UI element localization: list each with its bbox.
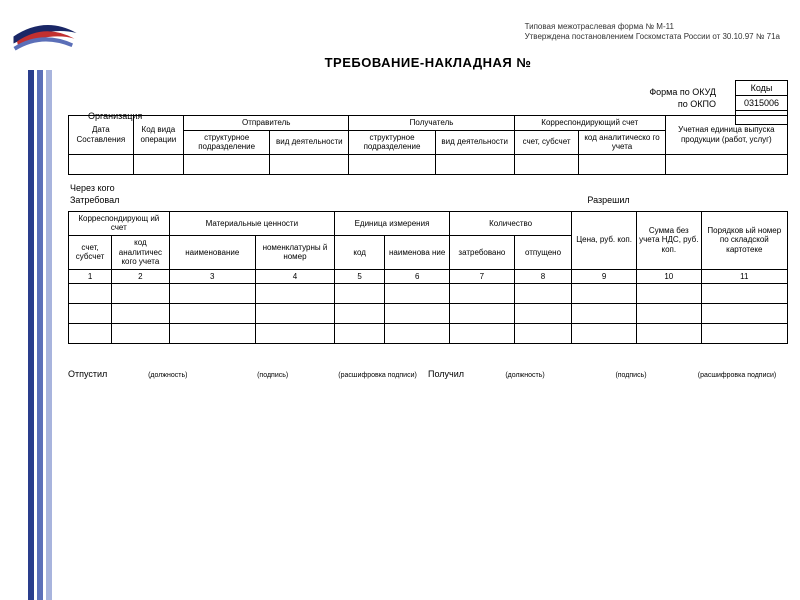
- col-sender-activity: вид деятельности: [270, 130, 349, 154]
- number-row: 1 2 3 4 5 6 7 8 9 10 11: [69, 269, 788, 284]
- col-account: счет, субсчет: [514, 130, 579, 154]
- sig-decoding2: (расшифровка подписи): [686, 372, 788, 379]
- form-approval-line: Утверждена постановлением Госкомстата Ро…: [525, 32, 780, 42]
- codes-header: Коды: [735, 81, 787, 96]
- table-row: [69, 284, 788, 304]
- col-receiver-activity: вид деятельности: [435, 130, 514, 154]
- document-title: ТРЕБОВАНИЕ-НАКЛАДНАЯ №: [68, 55, 788, 70]
- form-legal-header: Типовая межотраслевая форма № М-11 Утвер…: [525, 22, 780, 43]
- col2-material: Материальные ценности: [169, 211, 334, 235]
- col2-req: затребовано: [450, 235, 515, 269]
- allowed-label: Разрешил: [429, 195, 788, 205]
- requested-label: Затребовал: [70, 195, 429, 205]
- col-date: Дата Составления: [69, 116, 134, 155]
- items-table: Корреспондирующ ий счет Материальные цен…: [68, 211, 788, 345]
- col2-sum: Сумма без учета НДС, руб. коп.: [636, 211, 701, 269]
- col-opcode: Код вида операции: [133, 116, 183, 155]
- col2-mname: наименова ние: [385, 235, 450, 269]
- sig-position: (должность): [117, 372, 218, 379]
- table-row: [69, 304, 788, 324]
- col2-code: код: [334, 235, 384, 269]
- col2-name: наименование: [169, 235, 255, 269]
- okud-value: 0315006: [735, 96, 787, 111]
- released-label: Отпустил: [68, 369, 107, 379]
- col2-rel: отпущено: [514, 235, 572, 269]
- table-row: [69, 324, 788, 344]
- col-receiver-struct: структурное подразделение: [349, 130, 435, 154]
- header-table: Дата Составления Код вида операции Отпра…: [68, 115, 788, 175]
- col2-measure: Единица измерения: [334, 211, 449, 235]
- col2-corr: Корреспондирующ ий счет: [69, 211, 170, 235]
- okpo-label: по ОКПО: [678, 99, 716, 109]
- sig-signature: (подпись): [222, 372, 323, 379]
- col2-account: счет, субсчет: [69, 235, 112, 269]
- received-label: Получил: [428, 369, 464, 379]
- table-row: [69, 154, 788, 174]
- col2-anal: код аналитичес кого учета: [112, 235, 170, 269]
- sig-position2: (должность): [474, 372, 576, 379]
- decorative-stripes: [28, 70, 58, 600]
- col2-nomen: номенклатурны й номер: [255, 235, 334, 269]
- form-type-line: Типовая межотраслевая форма № М-11: [525, 22, 780, 32]
- okud-label: Форма по ОКУД: [649, 87, 716, 97]
- col2-qty: Количество: [450, 211, 572, 235]
- col2-cardnum: Порядков ый номер по складской картотеке: [701, 211, 787, 269]
- through-label: Через кого: [70, 183, 788, 193]
- col-sender-struct: структурное подразделение: [184, 130, 270, 154]
- okpo-value: [735, 111, 787, 125]
- sig-signature2: (подпись): [580, 372, 682, 379]
- col-anal: код аналитическо го учета: [579, 130, 665, 154]
- codes-table: Коды 0315006: [735, 80, 788, 125]
- col2-price: Цена, руб. коп.: [572, 211, 637, 269]
- signatures-block: Отпустил (должность) (подпись) (расшифро…: [68, 362, 788, 379]
- sig-decoding: (расшифровка подписи): [327, 372, 428, 379]
